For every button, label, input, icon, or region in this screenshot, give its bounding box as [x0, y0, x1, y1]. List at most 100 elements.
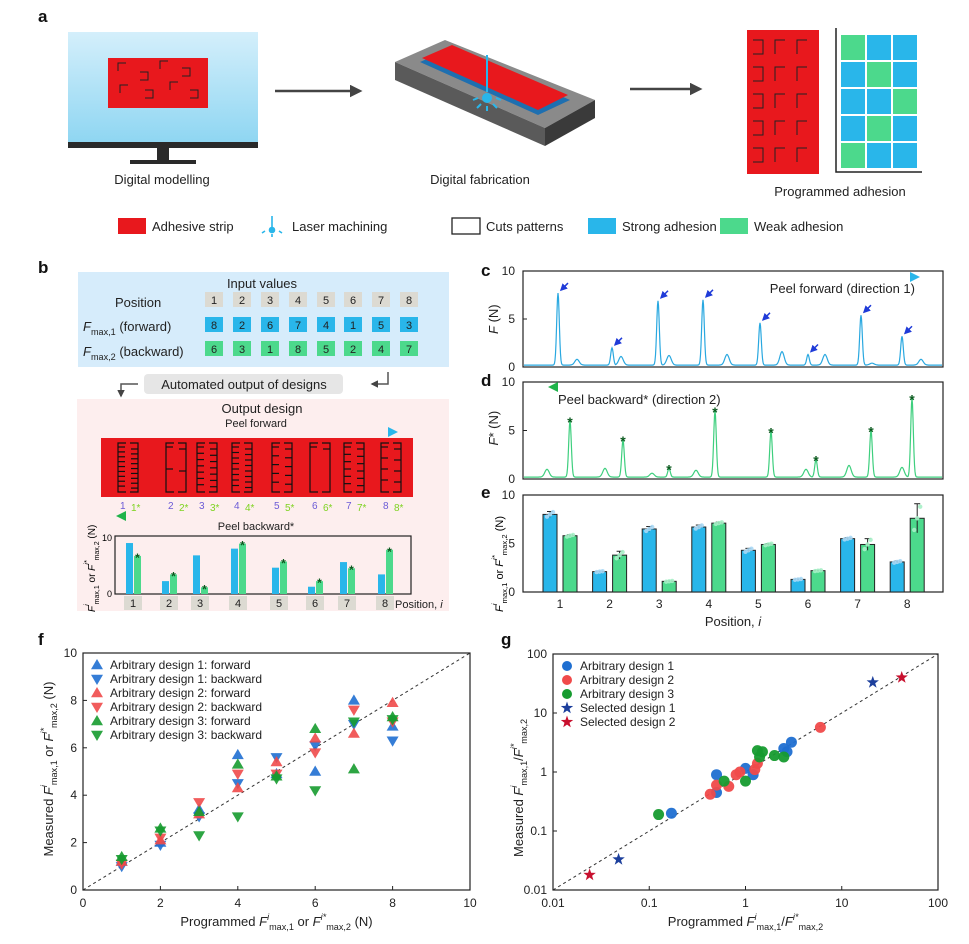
position-chip-label: 3 [197, 598, 203, 610]
bar-forward [740, 549, 756, 593]
cut-pattern [774, 93, 785, 108]
bar-backward [612, 554, 628, 593]
replicate-point [614, 556, 619, 561]
adhesion-cell-strong [841, 89, 865, 114]
position-chip-label: 4 [235, 598, 241, 610]
adhesion-cell-weak [867, 116, 891, 141]
bar-forward [542, 513, 558, 593]
replicate-point [550, 509, 556, 515]
laser-icon [261, 216, 283, 237]
bar-backward [810, 570, 826, 593]
data-point [231, 769, 244, 780]
data-point [154, 833, 167, 844]
panel-b: Input values Position Fmax,1 (forward) F… [77, 272, 449, 612]
legend-marker [560, 715, 574, 728]
label-part: Measured [41, 795, 56, 856]
cut-pattern [774, 39, 785, 54]
replicate-point [699, 523, 704, 528]
ytick: 100 [527, 647, 547, 661]
label-part: or [87, 571, 98, 585]
cut-pattern [356, 442, 365, 493]
positions-value: 2 [239, 295, 245, 307]
cut-pattern [343, 442, 352, 493]
replicate-point [749, 546, 754, 551]
position-chip-label: 7 [344, 598, 350, 610]
fmax1-value: 2 [239, 320, 245, 332]
cut-pattern [796, 39, 807, 54]
bar-backward [860, 543, 876, 593]
position-chip-label: 2 [166, 598, 172, 610]
bar-backward [562, 535, 578, 593]
adhesion-cell-weak [893, 89, 917, 114]
fmax1-value: 7 [295, 320, 301, 332]
fmax2-label: Fmax,2 (backward) [83, 344, 184, 362]
legend-label: Selected design 1 [580, 701, 676, 715]
input-values-title: Input values [227, 276, 298, 291]
cut-pattern [393, 442, 402, 493]
legend-marker [560, 701, 574, 714]
peak-star-marker: * [868, 424, 874, 440]
data-point [895, 671, 908, 683]
legend-marker [91, 687, 103, 698]
strip-position-label: 2 [168, 501, 174, 512]
data-point [704, 788, 716, 800]
label-part: max,1 [94, 585, 101, 604]
strip-position-star-label: 8* [394, 503, 404, 514]
positions-chip [317, 292, 335, 307]
adhesion-cell-weak [867, 62, 891, 87]
ylabel: F (N) [486, 304, 501, 334]
ytick: 0.1 [530, 824, 547, 838]
replicate-point [898, 558, 903, 564]
adhesion-cell-strong [893, 62, 917, 87]
xtick: 6 [805, 597, 812, 611]
annotation: Peel forward (direction 1) [770, 281, 915, 296]
ytick: 10 [534, 706, 548, 720]
annotation: Peel backward* (direction 2) [558, 392, 721, 407]
peak-arrow-icon [761, 312, 771, 321]
xtick: 0.1 [641, 896, 658, 910]
label-part: Measured [511, 796, 526, 857]
adhesion-cell-strong [893, 143, 917, 168]
automated-output-button[interactable] [144, 374, 343, 394]
bar-forward [840, 538, 856, 593]
position-chip [338, 596, 356, 610]
legend-marker [91, 659, 103, 670]
mini-bar-backward [348, 568, 355, 594]
mini-bar-backward [316, 581, 323, 594]
data-point [347, 717, 360, 728]
fmax1-label: Fmax,1 (forward) [83, 319, 171, 337]
peak-arrow-icon [862, 304, 872, 314]
label-part: i* [509, 743, 519, 749]
label-part: i [440, 599, 443, 611]
position-chip-label: 6 [312, 598, 318, 610]
adhesion-cell-strong [867, 143, 891, 168]
cut-pattern [169, 81, 178, 90]
cut-pattern [753, 120, 764, 136]
plot-frame [82, 652, 471, 891]
ytick: 10 [102, 533, 112, 543]
data-point [718, 775, 730, 787]
peel-backward-label: Peel backward* [218, 521, 295, 533]
star-marker: * [317, 576, 322, 590]
positions-chip [372, 292, 390, 307]
legend-marker [562, 689, 572, 699]
bar-backward [711, 522, 727, 593]
ytick: 6 [70, 741, 77, 755]
replicate-point [818, 568, 824, 573]
data-point [115, 854, 128, 866]
adhesion-cell-strong [893, 35, 917, 60]
label-part: max,2 [519, 719, 529, 744]
mini-bar-forward [308, 586, 315, 594]
ylabel: F* (N) [486, 411, 501, 446]
fmax1-chip [317, 317, 335, 332]
mini-bar-backward [170, 574, 177, 594]
positions-chip [233, 292, 251, 307]
cut-pattern [774, 147, 785, 162]
label-part: (N) [87, 525, 98, 542]
label-part: or [41, 742, 56, 761]
strip-position-label: 8 [383, 501, 389, 512]
fmax1-chip [372, 317, 390, 332]
cut-pattern [753, 39, 764, 55]
strip-position-star-label: 5* [285, 503, 295, 514]
data-point [309, 748, 322, 759]
